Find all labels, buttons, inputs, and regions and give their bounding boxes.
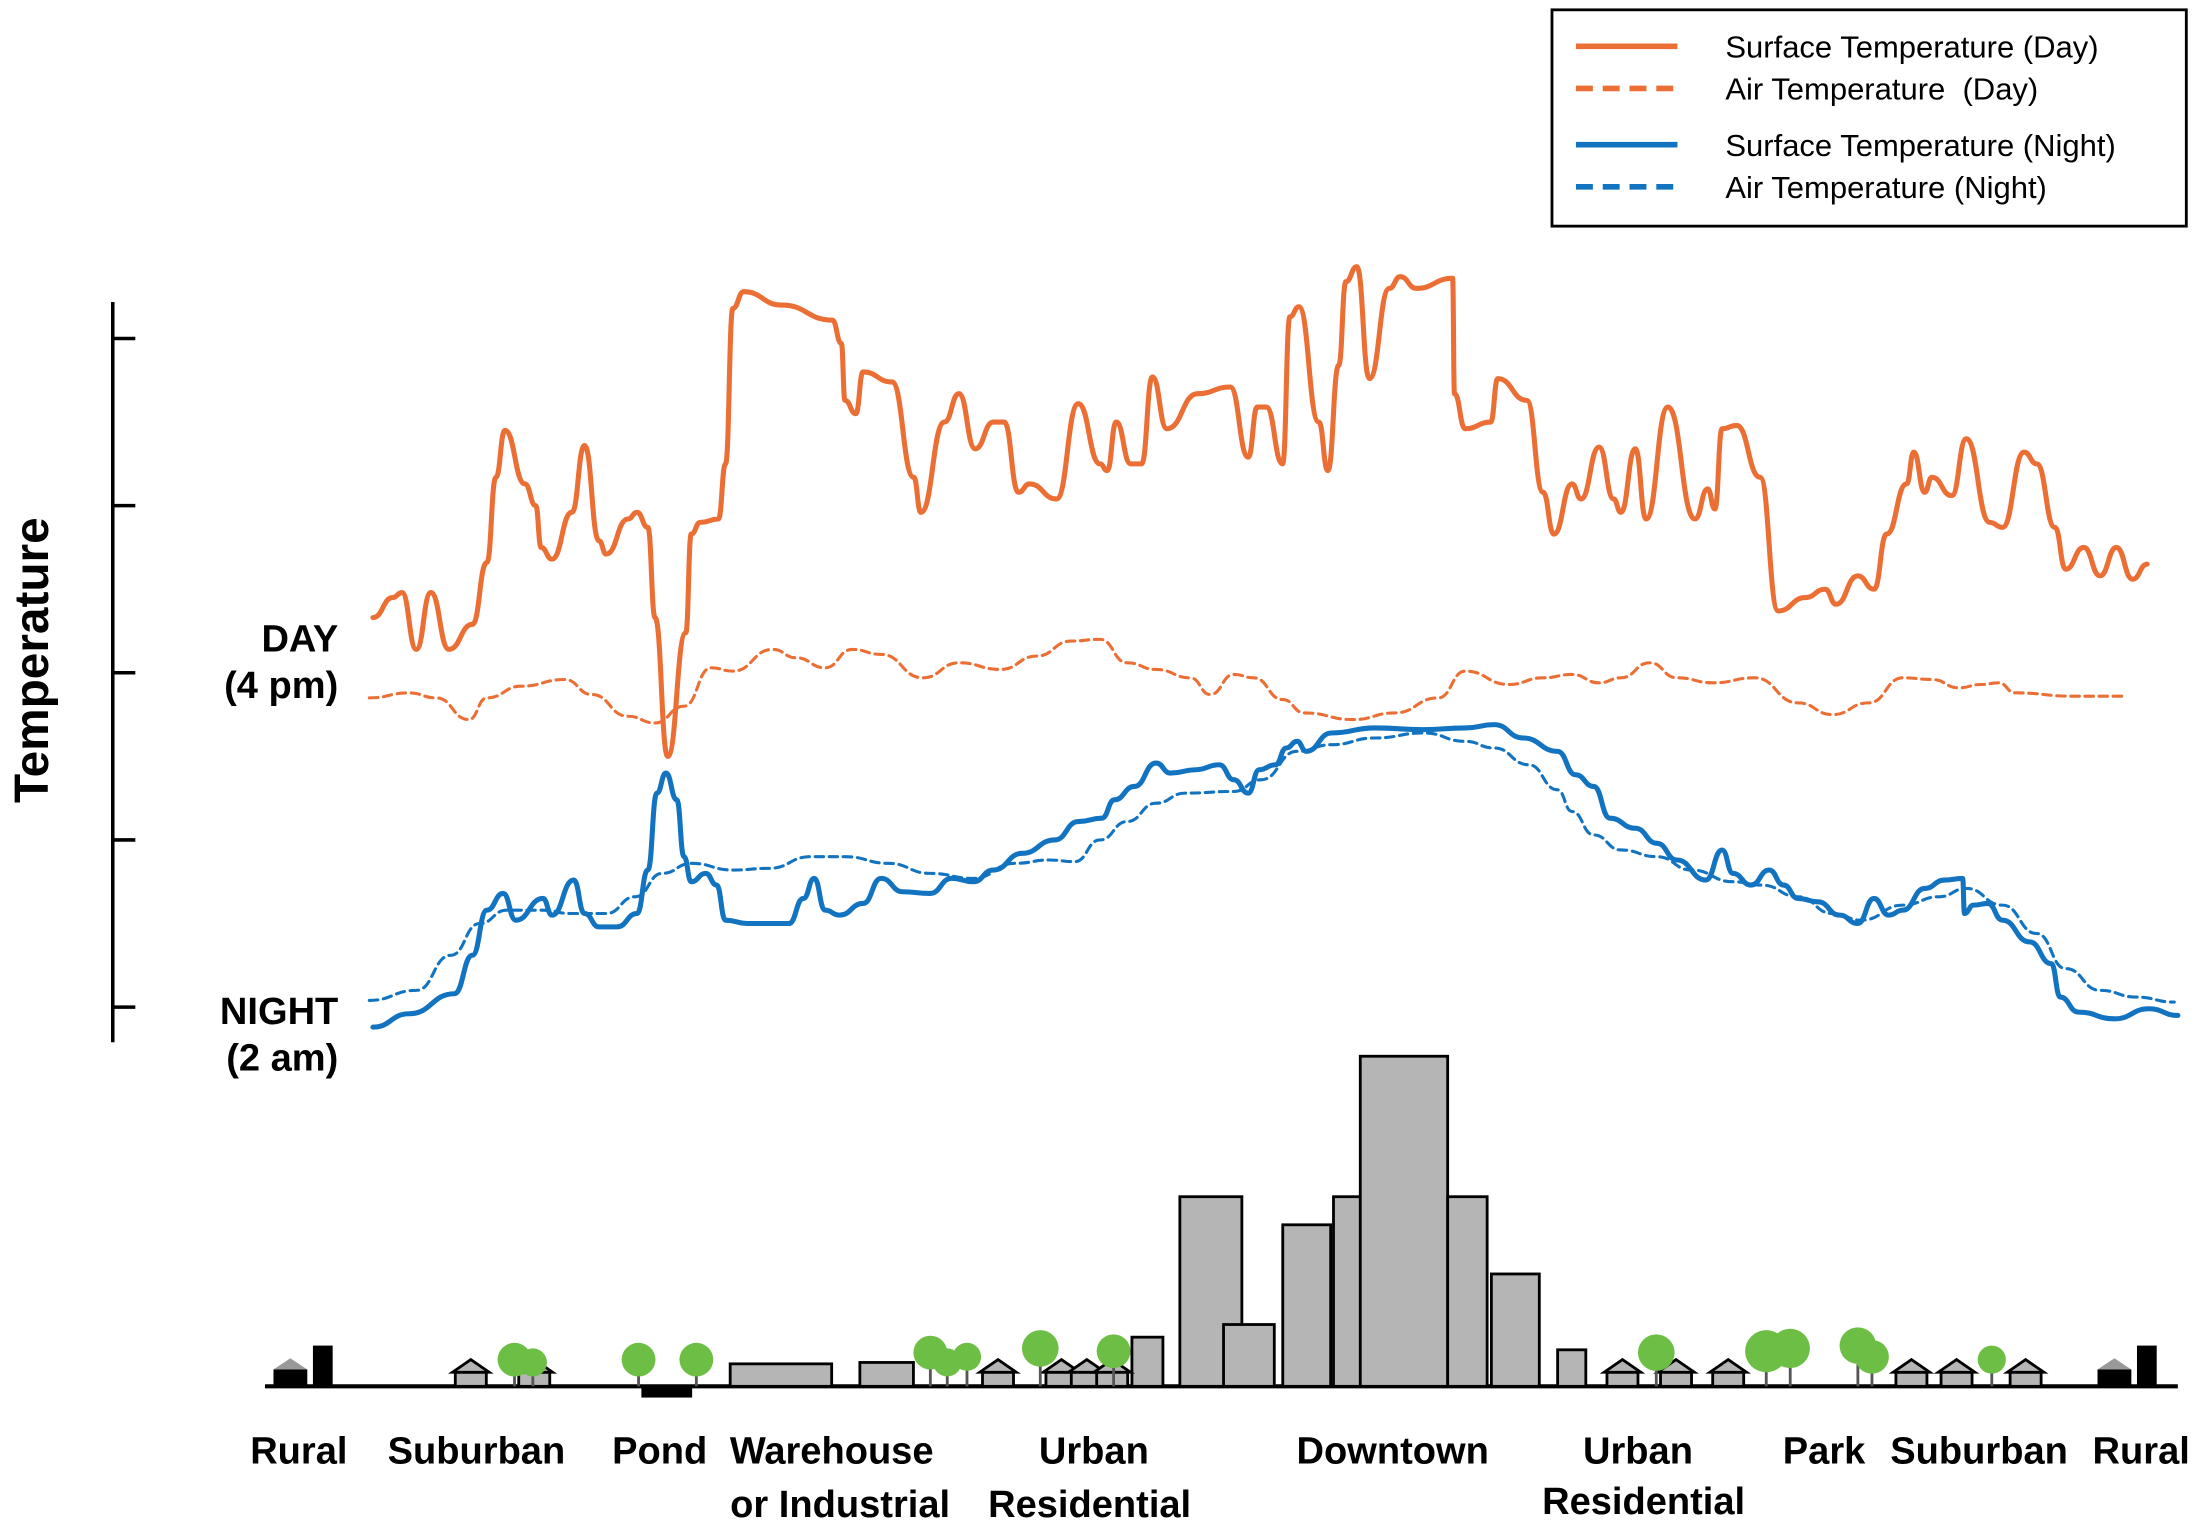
- building-icon: [1281, 1223, 1333, 1388]
- building-icon: [858, 1361, 915, 1388]
- category-suburban-left: Suburban: [388, 1431, 566, 1473]
- house-icon: [1659, 1370, 1693, 1388]
- house-roof-icon: [1933, 1357, 1980, 1374]
- pond-icon: [641, 1386, 693, 1398]
- tick-label-night-time: (2 am): [226, 1037, 338, 1079]
- house-icon: [453, 1370, 488, 1388]
- tree-icon: [1637, 1334, 1675, 1371]
- series-group: [367, 264, 2181, 1030]
- silo-icon: [312, 1345, 333, 1387]
- legend-label-surface-night: Surface Temperature (Night): [1725, 128, 2115, 163]
- category-park: Park: [1783, 1431, 1866, 1473]
- building-icon: [1556, 1348, 1588, 1388]
- category-suburban-right: Suburban: [1890, 1431, 2068, 1473]
- legend-label-air-night: Air Temperature (Night): [1725, 170, 2047, 205]
- tree-icon: [1855, 1339, 1889, 1374]
- category-pond: Pond: [612, 1431, 707, 1473]
- tree-icon: [1770, 1328, 1810, 1369]
- house-icon: [1894, 1370, 1929, 1388]
- barn-roof-icon: [2097, 1358, 2132, 1370]
- y-axis-ticks: [112, 336, 136, 1009]
- house-roof-icon: [2002, 1357, 2049, 1374]
- series-line-0: [370, 264, 2150, 759]
- barn-icon: [273, 1369, 308, 1387]
- house-icon: [2008, 1370, 2043, 1388]
- category-rural-right: Rural: [2093, 1431, 2190, 1473]
- tree-icon: [621, 1342, 656, 1377]
- category-rural-left: Rural: [250, 1431, 347, 1473]
- building-icon: [1130, 1335, 1165, 1388]
- barn-roof-icon: [273, 1358, 308, 1370]
- category-downtown: Downtown: [1297, 1431, 1489, 1473]
- house-roof-icon: [975, 1357, 1021, 1374]
- building-icon: [728, 1362, 834, 1388]
- land-use-skyline: [265, 1054, 2178, 1398]
- tree-icon: [679, 1342, 714, 1377]
- category-urban-residential-right: Urban: [1583, 1431, 1693, 1473]
- series-line-2: [370, 722, 2181, 1030]
- building-icon: [1222, 1323, 1276, 1388]
- house-icon: [1939, 1370, 1974, 1388]
- series-line-1: [367, 637, 2124, 725]
- legend-label-air-day: Air Temperature (Day): [1725, 72, 2038, 107]
- house-icon: [981, 1370, 1015, 1388]
- silo-icon: [2136, 1345, 2157, 1387]
- tick-label-night: NIGHT: [220, 991, 338, 1033]
- category-urban-residential-right-line2: Residential: [1542, 1481, 1745, 1523]
- barn-icon: [2097, 1369, 2132, 1387]
- legend-box: [1550, 8, 2188, 228]
- house-roof-icon: [1599, 1357, 1646, 1374]
- tick-label-day: DAY: [261, 619, 338, 661]
- building-icon: [1446, 1195, 1489, 1388]
- house-icon: [1711, 1370, 1746, 1388]
- category-urban-residential-left-line2: Residential: [988, 1484, 1191, 1526]
- y-axis-title: Temperature: [6, 517, 59, 803]
- legend: Surface Temperature (Day) Air Temperatur…: [1550, 8, 2188, 228]
- building-icon: [1358, 1054, 1450, 1388]
- tree-icon: [1977, 1345, 2006, 1374]
- house-roof-icon: [1888, 1357, 1935, 1374]
- house-icon: [1605, 1370, 1640, 1388]
- house-roof-icon: [1705, 1357, 1752, 1374]
- category-labels: Rural Suburban Pond Warehouse or Industr…: [250, 1431, 2190, 1526]
- category-warehouse: Warehouse: [730, 1431, 934, 1473]
- category-urban-residential-left: Urban: [1039, 1431, 1149, 1473]
- tick-label-day-time: (4 pm): [224, 665, 338, 707]
- building-icon: [1489, 1272, 1541, 1388]
- house-roof-icon: [447, 1357, 494, 1374]
- tree-icon: [1021, 1330, 1059, 1367]
- series-line-3: [367, 731, 2176, 1004]
- tree-icon: [952, 1342, 982, 1371]
- legend-label-surface-day: Surface Temperature (Day): [1725, 30, 2098, 65]
- tree-icon: [1096, 1334, 1131, 1369]
- category-warehouse-line2: or Industrial: [730, 1484, 950, 1526]
- tree-icon: [518, 1348, 547, 1377]
